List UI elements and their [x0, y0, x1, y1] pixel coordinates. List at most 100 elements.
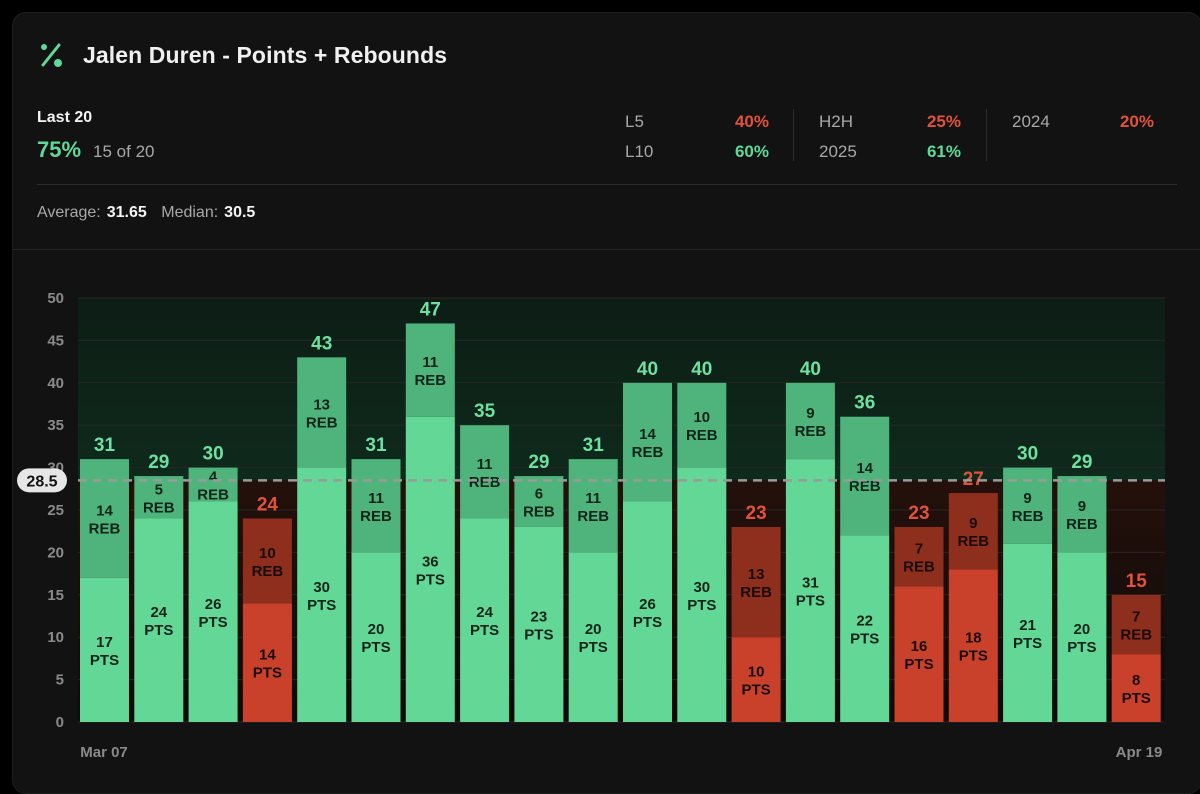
split-label-2024: 2024	[1012, 112, 1050, 131]
divider	[13, 249, 1200, 250]
split-value-2024: 20%	[1119, 112, 1154, 131]
bar-rebounds-label: 14	[856, 460, 873, 477]
bar-rebounds-label: REB	[1012, 508, 1044, 525]
bar-rebounds-label: REB	[903, 559, 935, 576]
bar-rebounds	[188, 467, 238, 502]
bar-points-label: PTS	[307, 597, 336, 614]
bar-rebounds	[242, 518, 292, 604]
bar-rebounds	[677, 382, 727, 468]
bar-rebounds-label: REB	[686, 427, 718, 444]
bar-points-label: 20	[368, 621, 385, 638]
bar-points-label: PTS	[1013, 635, 1042, 652]
bar-rebounds	[568, 459, 618, 553]
bar-rebounds-label: REB	[143, 499, 175, 516]
bar-rebounds-label: 7	[1132, 608, 1140, 625]
bar-points	[405, 416, 455, 722]
bar-points	[134, 518, 184, 722]
bar-rebounds-label: REB	[795, 423, 827, 440]
bar-points-label: 16	[911, 638, 928, 655]
bar-points-label: PTS	[742, 682, 771, 699]
bar-rebounds-label: REB	[1120, 626, 1152, 643]
bar-rebounds-label: REB	[360, 508, 392, 525]
bar-rebounds-label: 9	[806, 405, 814, 422]
bar-points	[80, 577, 129, 722]
y-tick-label: 45	[47, 332, 64, 349]
bar-points	[242, 603, 292, 722]
bar-total-label: 47	[420, 299, 441, 320]
split-label-2025: 2025	[819, 142, 857, 161]
bar-rebounds-label: 5	[155, 481, 163, 498]
split-value-l5: 40%	[734, 112, 769, 131]
bar-rebounds-label: 13	[313, 396, 330, 413]
bar-rebounds-label: REB	[632, 444, 664, 461]
bar-points	[623, 501, 672, 722]
hit-rate: 75% 15 of 20	[37, 137, 155, 163]
bar-points	[840, 535, 890, 722]
bar-rebounds	[731, 526, 781, 638]
bar-points-label: PTS	[470, 622, 499, 639]
bar-rebounds-label: 9	[1023, 490, 1031, 507]
bar-points-label: PTS	[199, 614, 228, 631]
bar-total-label: 30	[203, 444, 224, 465]
bar-rebounds-label: REB	[523, 504, 555, 521]
y-tick-label: 10	[47, 629, 64, 646]
bar-rebounds-label: 9	[969, 515, 977, 532]
bar-points-label: PTS	[579, 639, 608, 656]
bar-points-label: PTS	[361, 639, 390, 656]
median-label: Median:	[161, 204, 219, 221]
bar-points-label: PTS	[416, 571, 445, 588]
split-value-2025: 61%	[926, 142, 961, 161]
bar-points-label: 14	[259, 647, 276, 664]
bar-points-label: PTS	[144, 622, 173, 639]
bar-rebounds-label: REB	[849, 478, 881, 495]
bar-rebounds-label: 11	[368, 490, 384, 507]
bar-points	[568, 552, 618, 722]
y-tick-label: 20	[47, 544, 64, 561]
bar-rebounds-label: REB	[577, 508, 609, 525]
y-tick-label: 15	[47, 587, 64, 604]
bar-points	[460, 518, 510, 722]
bar-rebounds	[948, 493, 998, 570]
split-label-l10: L10	[625, 142, 654, 161]
bar-total-label: 36	[854, 393, 875, 414]
bar-points-label: PTS	[904, 656, 933, 673]
bar-rebounds	[351, 459, 401, 553]
bar-rebounds-label: 11	[422, 354, 438, 371]
bar-points	[297, 467, 347, 722]
bar-rebounds-label: 14	[96, 502, 113, 519]
bar-rebounds-label: 10	[693, 409, 710, 426]
bar-total-label: 40	[691, 359, 712, 380]
bar-total-label: 40	[800, 359, 821, 380]
bar-points	[785, 459, 835, 722]
bar-rebounds-label: REB	[1066, 516, 1098, 533]
bar-rebounds	[785, 382, 835, 460]
hit-rate-percent: 75%	[37, 137, 82, 162]
bar-rebounds-label: 6	[535, 486, 543, 503]
bar-points-label: 20	[585, 621, 602, 638]
bar-rebounds-label: REB	[740, 584, 772, 601]
bar-points-label: 24	[476, 604, 493, 621]
bar-rebounds	[134, 476, 184, 519]
bar-points-label: 23	[531, 608, 548, 625]
under-zone	[78, 480, 1165, 722]
average-value: 31.65	[106, 204, 147, 221]
bar-points-label: PTS	[633, 614, 662, 631]
hit-rate-count: 15 of 20	[93, 142, 155, 161]
bar-total-label: 23	[746, 503, 767, 524]
bar-points	[514, 526, 564, 722]
bar-points	[894, 586, 944, 722]
bar-rebounds-label: 11	[585, 490, 601, 507]
bar-rebounds	[1057, 476, 1107, 553]
average-label: Average:	[37, 204, 101, 221]
bar-rebounds	[460, 425, 510, 519]
points-rebounds-chart: 0510152025303540455017PTS14REB3124PTS5RE…	[17, 290, 1165, 761]
bar-points-label: PTS	[1122, 690, 1151, 707]
y-tick-label: 50	[47, 290, 64, 307]
bar-rebounds	[297, 357, 347, 468]
bar-rebounds	[80, 459, 129, 578]
bar-rebounds-label: REB	[306, 414, 338, 431]
bar-rebounds	[894, 526, 944, 587]
bar-rebounds	[514, 476, 564, 527]
median-value: 30.5	[224, 204, 256, 221]
bar-points-label: 26	[639, 596, 656, 613]
